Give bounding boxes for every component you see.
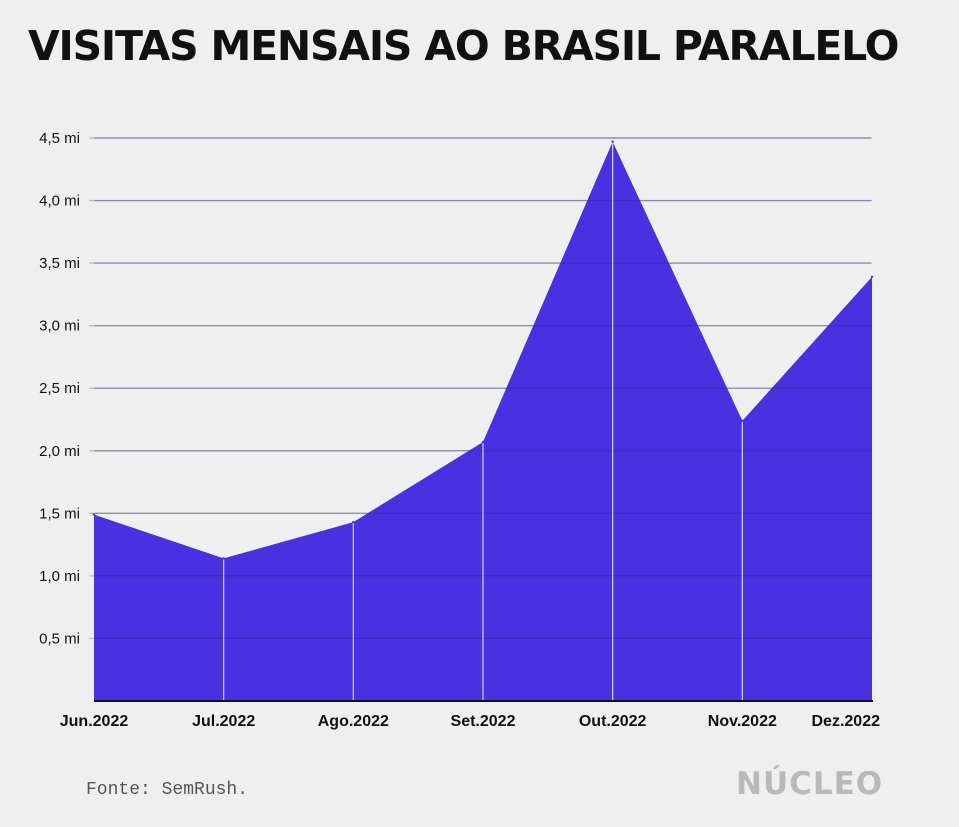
data-point: [92, 513, 96, 516]
x-tick-label: Jul.2022: [192, 713, 255, 730]
source-note: Fonte: SemRush.: [86, 780, 249, 800]
chart-title: VISITAS MENSAIS AO BRASIL PARALELO: [28, 22, 899, 70]
label-layer: 0,5 mi 1,0 mi 1,5 mi 2,0 mi 2,5 mi 3,0 mi 3,5 …: [39, 130, 880, 730]
area-layer: [94, 141, 872, 702]
data-point: [870, 275, 874, 279]
mark-layer: [92, 137, 874, 702]
data-point: [741, 419, 744, 422]
x-tick-label: Dez.2022: [812, 713, 881, 730]
y-tick-label: 2,5 mi: [39, 380, 80, 397]
data-point: [352, 520, 355, 524]
y-tick-label: 4,0 mi: [39, 193, 80, 210]
x-tick-label: Nov.2022: [708, 713, 777, 730]
x-tick-label: Out.2022: [579, 713, 647, 730]
y-tick-label: 0,5 mi: [39, 630, 80, 647]
y-tick-label: 1,0 mi: [39, 568, 80, 585]
x-tick-label: Ago.2022: [318, 713, 389, 730]
y-tick-label: 3,5 mi: [39, 255, 80, 272]
data-point: [481, 440, 485, 444]
x-tick-label: Set.2022: [451, 713, 516, 730]
y-tick-label: 2,0 mi: [39, 443, 80, 460]
y-tick-label: 1,5 mi: [39, 505, 80, 522]
y-tick-label: 3,0 mi: [39, 318, 80, 335]
nucleo-logo: NÚCLEO: [736, 766, 884, 802]
y-tick-label: 4,5 mi: [39, 130, 80, 147]
area-series: [94, 141, 872, 702]
data-point: [611, 140, 614, 143]
x-tick-label: Jun.2022: [60, 713, 129, 730]
data-point: [222, 557, 225, 560]
